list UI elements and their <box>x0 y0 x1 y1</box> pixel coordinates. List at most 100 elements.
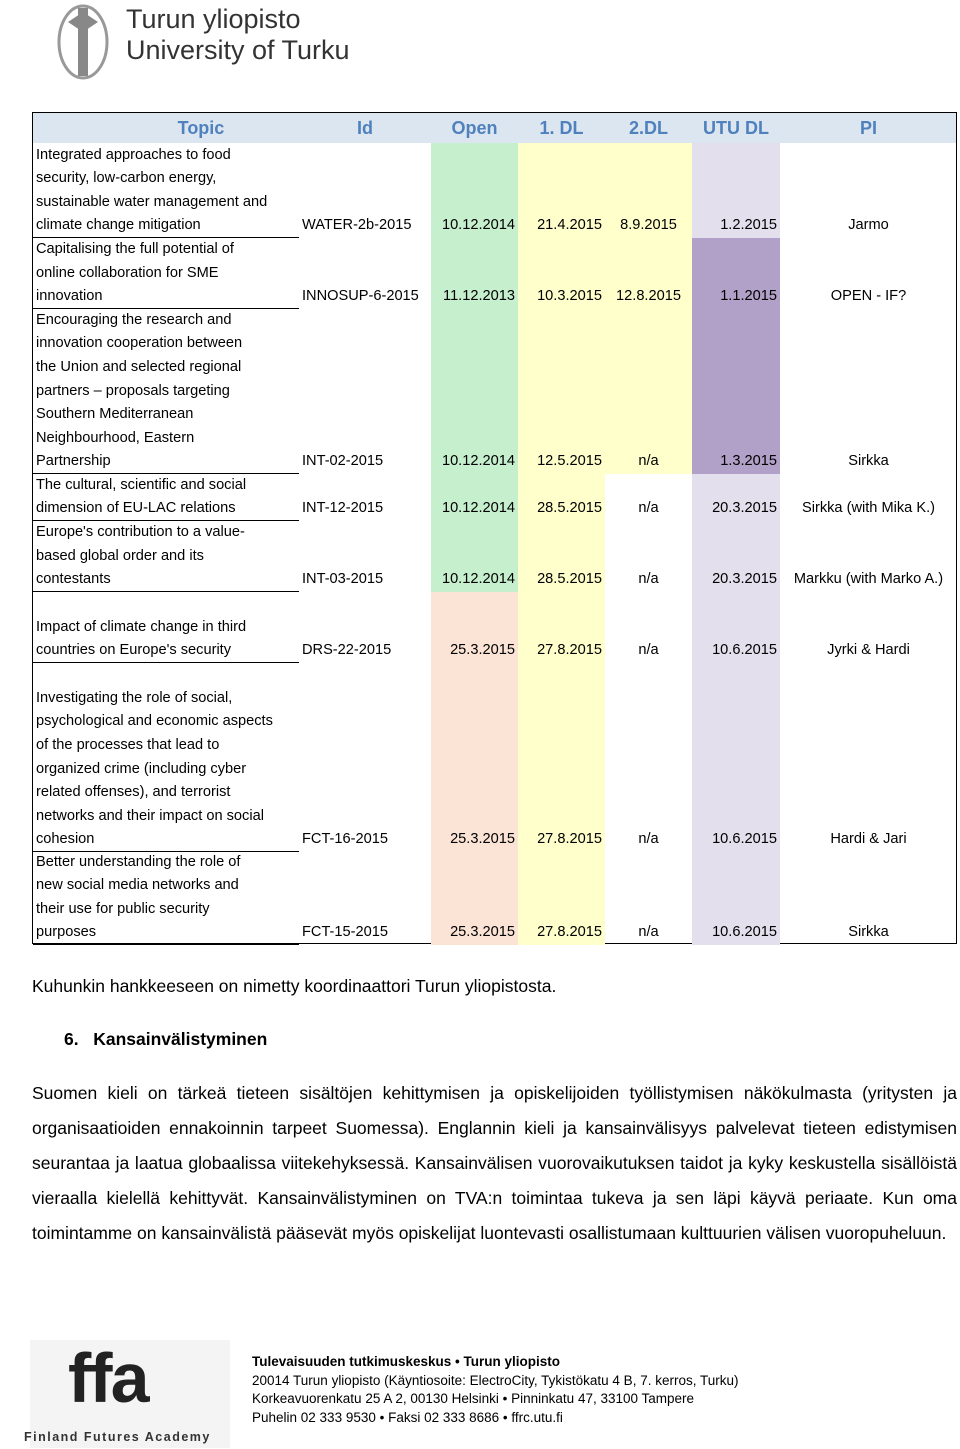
section-heading: 6. Kansainvälistyminen <box>64 1029 267 1050</box>
topic-line: Impact of climate change in third <box>36 618 247 635</box>
row-border <box>33 944 299 945</box>
table-cell: n/a <box>605 592 692 663</box>
topic-line: organized crime (including cyber <box>36 760 247 777</box>
topic-line: Europe's contribution to a value- <box>36 524 245 541</box>
table-cell: 27.8.2015 <box>518 852 605 945</box>
table-cell: Investigating the role of social, psychol… <box>33 663 299 852</box>
table-cell: 27.8.2015 <box>518 663 605 852</box>
cell-text: 1.2.2015 <box>720 217 777 234</box>
table-cell: 20.3.2015 <box>692 521 780 592</box>
cell-text: 20.3.2015 <box>712 571 777 588</box>
footer-address: Tulevaisuuden tutkimuskeskus • Turun yli… <box>252 1353 738 1427</box>
table-cell: INT-03-2015 <box>299 521 431 592</box>
table-cell: 12.5.2015 <box>518 309 605 474</box>
row-border <box>33 473 299 474</box>
cell-text: 10.12.2014 <box>441 217 515 234</box>
topic-line: Southern Mediterranean <box>36 406 194 423</box>
table-cell: Sirkka (with Mika K.) <box>780 474 957 521</box>
table-cell: The cultural, scientific and social dimen… <box>33 474 299 521</box>
topic-line: based global order and its <box>36 547 204 564</box>
table-cell: INT-12-2015 <box>299 474 431 521</box>
table-cell: Better understanding the role of new soci… <box>33 852 299 945</box>
table-cell: 25.3.2015 <box>431 592 518 663</box>
topic-line: Integrated approaches to food <box>36 146 231 163</box>
table-cell: 8.9.2015 <box>605 143 692 238</box>
row-border <box>33 591 299 592</box>
topic-line: Encouraging the research and <box>36 311 232 328</box>
table-cell: 28.5.2015 <box>518 474 605 521</box>
table-cell: Hardi & Jari <box>780 663 957 852</box>
cell-text: FCT-16-2015 <box>302 831 388 848</box>
table-cell: n/a <box>605 474 692 521</box>
table-cell: 1.2.2015 <box>692 143 780 238</box>
table-cell: Markku (with Marko A.) <box>780 521 957 592</box>
table-cell: INNOSUP-6-2015 <box>299 238 431 309</box>
table-cell: Jyrki & Hardi <box>780 592 957 663</box>
university-en: University of Turku <box>126 35 350 65</box>
logo-caption: Finland Futures Academy <box>24 1430 211 1444</box>
cell-text: 11.12.2013 <box>443 288 515 305</box>
topic-line: Partnership <box>36 453 111 470</box>
column-header: Topic <box>177 117 225 138</box>
table-cell: 1.1.2015 <box>692 238 780 309</box>
topic-line: networks and their impact on social <box>36 807 264 824</box>
cell-text: Sirkka <box>848 453 889 470</box>
cell-text: 1.3.2015 <box>720 453 777 470</box>
table-cell: n/a <box>605 309 692 474</box>
table-cell: 12.8.2015 <box>605 238 692 309</box>
topic-line: of the processes that lead to <box>36 737 220 754</box>
table-cell: 10.6.2015 <box>692 592 780 663</box>
table-cell: 10.6.2015 <box>692 663 780 852</box>
topic-line: new social media networks and <box>36 877 239 894</box>
logo-text: ffa <box>68 1339 150 1417</box>
cell-text: DRS-22-2015 <box>302 642 392 659</box>
column-header: UTU DL <box>703 117 769 138</box>
cell-text: 12.8.2015 <box>616 288 681 305</box>
cell-text: n/a <box>638 571 659 588</box>
footer-line: Korkeavuorenkatu 25 A 2, 00130 Helsinki … <box>252 1391 695 1406</box>
cell-text: INNOSUP-6-2015 <box>302 288 419 305</box>
topic-line: psychological and economic aspects <box>36 713 273 730</box>
topic-line: partners – proposals targeting <box>36 382 230 399</box>
cell-text: n/a <box>638 831 659 848</box>
table-cell: Capitalising the full potential of online… <box>33 238 299 309</box>
table-cell: 20.3.2015 <box>692 474 780 521</box>
cell-text: 25.3.2015 <box>450 924 515 941</box>
table-cell: 10.12.2014 <box>431 309 518 474</box>
table-cell: OPEN - IF? <box>780 238 957 309</box>
table-cell: n/a <box>605 663 692 852</box>
table-cell: n/a <box>605 521 692 592</box>
header-row <box>33 113 956 143</box>
topic-line: Capitalising the full potential of <box>36 241 234 258</box>
cell-text: 10.6.2015 <box>712 924 777 941</box>
table-cell: Europe's contribution to a value-based g… <box>33 521 299 592</box>
row-border <box>33 237 299 238</box>
table-cell: Sirkka <box>780 309 957 474</box>
cell-text: 10.6.2015 <box>712 831 777 848</box>
cell-text: INT-02-2015 <box>302 453 384 470</box>
table-cell: n/a <box>605 852 692 945</box>
cell-text: n/a <box>638 642 659 659</box>
row-border <box>33 308 299 309</box>
topic-line: contestants <box>36 571 111 588</box>
cell-text: 25.3.2015 <box>450 831 515 848</box>
topic-line: innovation cooperation between <box>36 335 243 352</box>
footer-line: 20014 Turun yliopisto (Käyntiosoite: Ele… <box>252 1372 739 1388</box>
university-name: Turun yliopisto University of Turku <box>126 4 350 66</box>
cell-text: 28.5.2015 <box>537 500 602 517</box>
cell-text: 27.8.2015 <box>537 831 602 848</box>
column-header: 1. DL <box>539 117 584 138</box>
footer-line: Tulevaisuuden tutkimuskeskus • Turun yli… <box>252 1354 561 1369</box>
cell-text: 28.5.2015 <box>537 571 602 588</box>
topic-line: sustainable water management and <box>36 193 268 210</box>
table-cell: 10.12.2014 <box>431 143 518 238</box>
column-header: Open <box>451 117 498 138</box>
topic-line: cohesion <box>36 831 95 848</box>
table-cell: FCT-15-2015 <box>299 852 431 945</box>
cell-text: 12.5.2015 <box>537 453 602 470</box>
cell-text: Jarmo <box>848 217 889 234</box>
table-cell: FCT-16-2015 <box>299 663 431 852</box>
table-cell: Sirkka <box>780 852 957 945</box>
table-cell: 28.5.2015 <box>518 521 605 592</box>
ffa-logo: ffa Finland Futures Academy <box>24 1339 230 1448</box>
